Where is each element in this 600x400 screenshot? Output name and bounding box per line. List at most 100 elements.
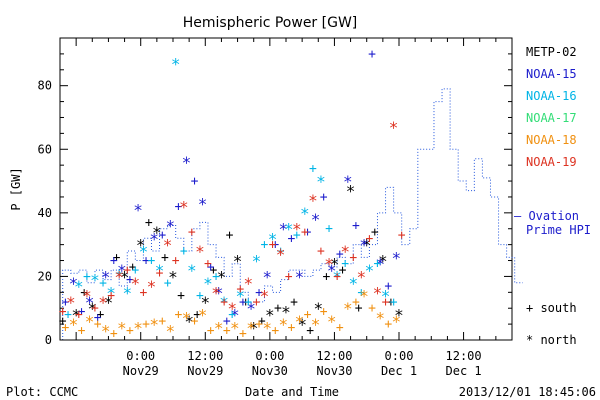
data-point-noaa-16: *	[316, 172, 326, 191]
y-tick-label: 20	[38, 269, 52, 283]
data-point-noaa-18: *	[375, 309, 385, 328]
data-point-noaa-15: +	[336, 247, 344, 262]
data-point-noaa-15: *	[117, 261, 127, 280]
data-point-noaa-18: *	[230, 318, 240, 337]
data-point-noaa-15: +	[384, 279, 392, 294]
data-point-metp-02: +	[322, 269, 330, 284]
data-point-noaa-19: *	[276, 245, 286, 264]
data-point-noaa-18: *	[85, 312, 95, 331]
data-point-noaa-19: *	[373, 283, 383, 302]
data-point-noaa-15: *	[69, 274, 79, 293]
data-point-noaa-18: *	[359, 286, 369, 305]
data-point-noaa-19: *	[98, 293, 108, 312]
legend-noaa-19: NOAA-19	[526, 155, 577, 169]
data-point-noaa-19: *	[131, 274, 141, 293]
data-point-metp-02: +	[129, 260, 137, 275]
data-point-noaa-16: +	[64, 308, 72, 323]
data-point-metp-02: +	[177, 288, 185, 303]
data-point-noaa-19: +	[398, 228, 406, 243]
data-point-noaa-15: +	[223, 314, 231, 329]
data-point-noaa-19: *	[227, 299, 237, 318]
x-tick-time: 0:00	[385, 349, 414, 363]
legend: METP-02 NOAA-15 NOAA-16 NOAA-17 NOAA-18 …	[514, 45, 591, 347]
data-point-noaa-18: +	[94, 317, 102, 332]
data-point-noaa-16: +	[357, 285, 365, 300]
data-point-noaa-15: *	[85, 293, 95, 312]
data-point-noaa-19: +	[236, 282, 244, 297]
y-tick-label: 60	[38, 142, 52, 156]
data-point-noaa-19: +	[220, 295, 228, 310]
data-point-noaa-19: +	[172, 254, 180, 269]
data-point-metp-02: *	[394, 306, 404, 325]
data-point-noaa-18: +	[142, 317, 150, 332]
data-point-noaa-16: +	[374, 257, 382, 272]
data-point-noaa-16: *	[90, 271, 100, 290]
data-point-noaa-15: *	[327, 261, 337, 280]
data-point-noaa-16: *	[139, 242, 149, 261]
data-point-metp-02: +	[226, 228, 234, 243]
data-point-noaa-18: +	[320, 304, 328, 319]
data-point-metp-02: *	[200, 293, 210, 312]
data-point-noaa-18: +	[368, 301, 376, 316]
data-point-noaa-16: +	[309, 161, 317, 176]
data-point-noaa-19: *	[389, 118, 399, 137]
data-point-noaa-19: +	[123, 263, 131, 278]
data-point-metp-02: +	[59, 314, 67, 329]
legend-metp-02: METP-02	[526, 45, 577, 59]
data-point-noaa-19: +	[269, 238, 277, 253]
data-point-noaa-16: *	[284, 220, 294, 239]
data-point-metp-02: +	[290, 295, 298, 310]
data-point-noaa-18: *	[149, 315, 159, 334]
data-point-noaa-15: +	[158, 228, 166, 243]
data-point-noaa-16: *	[235, 286, 245, 305]
data-point-metp-02: *	[313, 299, 323, 318]
data-point-noaa-15: +	[174, 199, 182, 214]
data-point-noaa-16: +	[325, 222, 333, 237]
data-point-noaa-19: *	[82, 286, 92, 305]
data-point-noaa-18: *	[295, 312, 305, 331]
data-point-noaa-15: *	[391, 248, 401, 267]
y-axis-label: P [GW]	[9, 167, 23, 210]
data-point-noaa-18: +	[287, 320, 295, 335]
data-point-noaa-18: *	[101, 321, 111, 340]
data-point-noaa-18: *	[278, 315, 288, 334]
data-point-noaa-18: *	[69, 315, 79, 334]
ovation-hpi-path	[62, 88, 523, 340]
data-point-noaa-15: *	[311, 210, 321, 229]
data-point-noaa-16: +	[99, 276, 107, 291]
x-tick-date: Nov30	[316, 364, 352, 378]
data-point-noaa-19: +	[156, 266, 164, 281]
data-point-noaa-16: *	[219, 293, 229, 312]
legend-noaa-17: NOAA-17	[526, 111, 577, 125]
data-point-metp-02: +	[96, 308, 104, 323]
timestamp: 2013/12/01 18:45:06	[459, 385, 596, 399]
x-tick-time: 12:00	[316, 349, 352, 363]
data-point-noaa-19: *	[179, 197, 189, 216]
data-point-metp-02: *	[104, 293, 114, 312]
y-axis: 0 20 40 60 80	[38, 37, 512, 347]
data-point-metp-02: *	[330, 255, 340, 274]
data-point-noaa-15: +	[61, 295, 69, 310]
legend-noaa-16: NOAA-16	[526, 89, 577, 103]
data-point-noaa-18: *	[117, 318, 127, 337]
data-point-noaa-18: *	[327, 312, 337, 331]
legend-ovation-line1: – Ovation	[514, 209, 579, 223]
data-point-noaa-16: *	[171, 54, 181, 73]
data-point-metp-02: +	[258, 314, 266, 329]
data-point-noaa-19: +	[333, 269, 341, 284]
legend-noaa-15: NOAA-15	[526, 67, 577, 81]
data-point-noaa-15: *	[246, 299, 256, 318]
data-point-noaa-19: *	[340, 242, 350, 261]
data-point-noaa-15: +	[207, 260, 215, 275]
data-point-noaa-18: *	[391, 312, 401, 331]
data-point-noaa-16: *	[268, 229, 278, 248]
data-point-noaa-15: *	[133, 201, 143, 220]
data-point-noaa-18: *	[133, 318, 143, 337]
data-point-noaa-15: +	[191, 174, 199, 189]
plot-credit: Plot: CCMC	[6, 385, 78, 399]
data-point-metp-02: *	[168, 267, 178, 286]
data-point-noaa-19: +	[252, 295, 260, 310]
data-point-noaa-19: *	[147, 277, 157, 296]
data-point-noaa-19: *	[324, 255, 334, 274]
x-tick-time: 12:00	[187, 349, 223, 363]
